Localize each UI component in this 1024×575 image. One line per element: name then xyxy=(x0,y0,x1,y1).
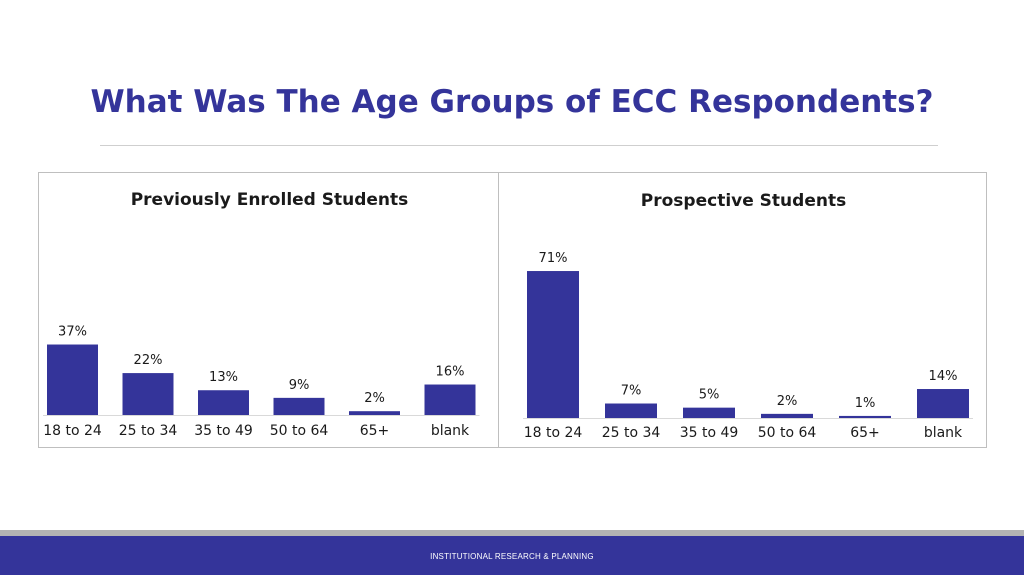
enrolled-bar-3 xyxy=(273,397,325,415)
slide-title: What Was The Age Groups of ECC Responden… xyxy=(90,84,934,120)
prospective-data-label-0: 71% xyxy=(539,251,568,266)
enrolled-tick-label-0: 18 to 24 xyxy=(43,423,102,439)
prospective-data-label-2: 5% xyxy=(699,388,720,403)
prospective-tick-label-4: 65+ xyxy=(850,425,880,441)
enrolled-tick-label-1: 25 to 34 xyxy=(119,423,178,439)
prospective-tick-label-0: 18 to 24 xyxy=(524,425,583,441)
prospective-data-label-3: 2% xyxy=(777,394,798,409)
prospective-bar-4 xyxy=(839,415,891,418)
footer-bar xyxy=(0,536,1024,575)
enrolled-bar-0 xyxy=(47,344,98,415)
enrolled-bar-2 xyxy=(198,390,249,415)
prospective-data-label-5: 14% xyxy=(929,369,958,384)
enrolled-bar-1 xyxy=(122,373,174,415)
chart-previously-enrolled-svg: Previously Enrolled Students 37% 18 to 24 2… xyxy=(43,190,480,439)
prospective-tick-label-1: 25 to 34 xyxy=(602,425,661,441)
prospective-bar-1 xyxy=(605,403,657,418)
footer-text: INSTITUTIONAL RESEARCH & PLANNING xyxy=(430,552,594,561)
footer-accent-stripe xyxy=(0,530,1024,536)
prospective-data-label-1: 7% xyxy=(621,384,642,399)
enrolled-data-label-5: 16% xyxy=(436,365,465,380)
chart-prospective: Prospective Students 71% 18 to 24 7% 25 to 3… xyxy=(498,172,987,448)
enrolled-data-label-2: 13% xyxy=(209,370,238,385)
prospective-data-label-4: 1% xyxy=(855,396,876,411)
title-divider xyxy=(100,145,938,146)
enrolled-data-label-4: 2% xyxy=(364,391,385,406)
enrolled-tick-label-2: 35 to 49 xyxy=(194,423,253,439)
prospective-tick-label-3: 50 to 64 xyxy=(758,425,817,441)
enrolled-bar-5 xyxy=(424,384,476,415)
enrolled-tick-label-3: 50 to 64 xyxy=(270,423,329,439)
enrolled-data-label-3: 9% xyxy=(289,378,310,393)
prospective-chart-title: Prospective Students xyxy=(641,191,846,211)
prospective-bar-3 xyxy=(761,413,813,418)
enrolled-tick-label-4: 65+ xyxy=(360,423,390,439)
prospective-bar-5 xyxy=(917,389,969,418)
prospective-tick-label-2: 35 to 49 xyxy=(680,425,739,441)
enrolled-tick-label-5: blank xyxy=(431,423,470,439)
chart-prospective-svg: Prospective Students 71% 18 to 24 7% 25 to 3… xyxy=(523,191,973,441)
enrolled-data-label-0: 37% xyxy=(58,325,87,340)
prospective-bar-0 xyxy=(527,271,579,418)
enrolled-bar-4 xyxy=(349,411,400,415)
enrolled-data-label-1: 22% xyxy=(134,353,163,368)
chart-previously-enrolled: Previously Enrolled Students 37% 18 to 24 2… xyxy=(38,172,499,448)
enrolled-chart-title: Previously Enrolled Students xyxy=(131,190,409,210)
prospective-bar-2 xyxy=(683,407,735,418)
prospective-tick-label-5: blank xyxy=(924,425,963,441)
